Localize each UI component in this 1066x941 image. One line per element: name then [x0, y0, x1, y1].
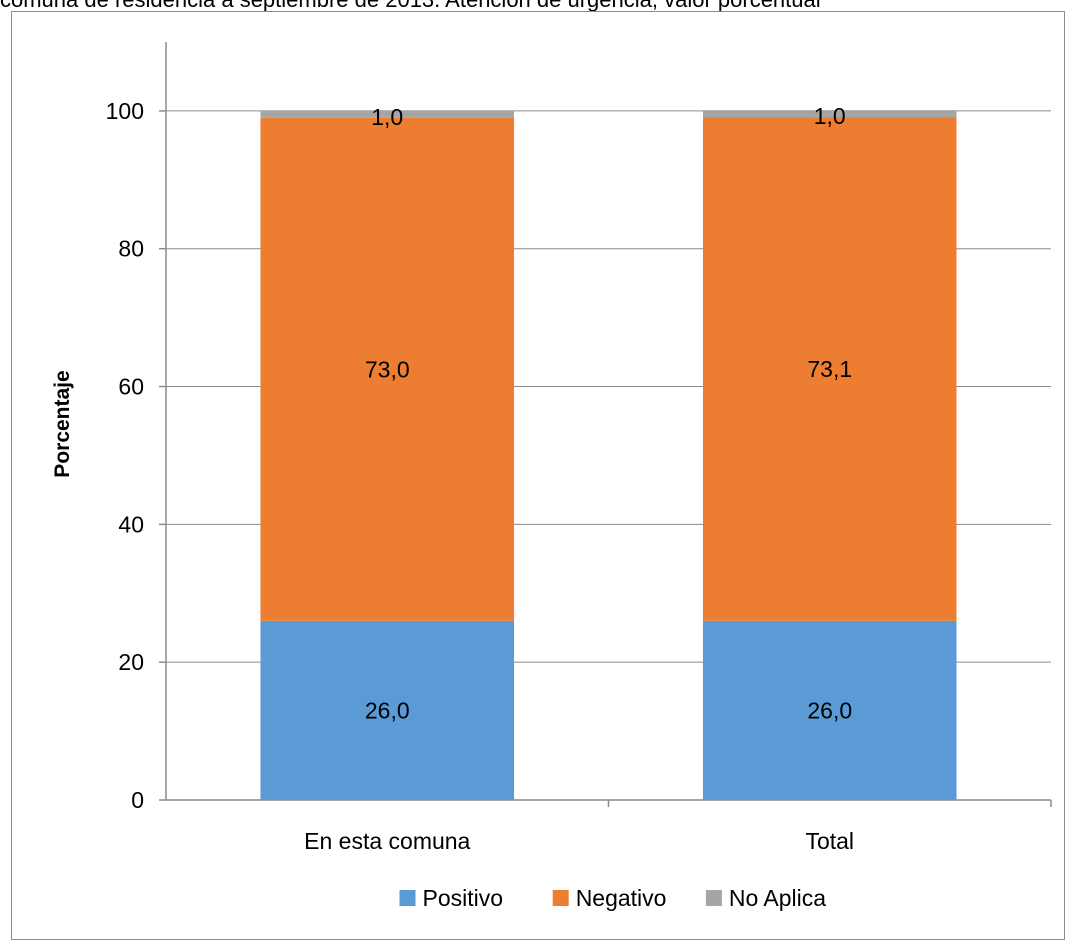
bar-no-aplica — [260, 110, 515, 118]
data-label: 1,0 — [814, 103, 846, 129]
bars — [260, 110, 957, 800]
legend-label: No Aplica — [729, 885, 826, 911]
legend: Positivo Negativo No Aplica — [399, 885, 826, 911]
y-tick-label: 100 — [106, 98, 144, 124]
y-tick-label: 60 — [118, 374, 144, 400]
legend-label: Positivo — [423, 885, 504, 911]
x-category-label: En esta comuna — [304, 828, 470, 854]
bar-no-aplica — [702, 110, 957, 118]
y-tick-label: 0 — [131, 787, 144, 813]
y-tick-label: 20 — [118, 649, 144, 675]
data-label: 73,0 — [365, 356, 410, 382]
legend-swatch — [705, 890, 722, 906]
legend-swatch — [399, 890, 416, 906]
data-label: 26,0 — [807, 697, 852, 723]
legend-label: Negativo — [576, 885, 667, 911]
data-label: 73,1 — [807, 356, 852, 382]
bar-positivo — [260, 620, 515, 800]
y-tick-labels: 0 20 40 60 80 100 — [106, 98, 144, 813]
y-tick-label: 80 — [118, 236, 144, 262]
data-label: 26,0 — [365, 697, 410, 723]
legend-swatch — [552, 890, 569, 906]
chart-caption: comuna de residencia a septiembre de 201… — [0, 0, 1066, 13]
bar-negativo — [702, 117, 957, 621]
data-labels: 26,0 73,0 1,0 26,0 73,1 1,0 — [365, 103, 852, 723]
data-label: 1,0 — [371, 104, 403, 130]
x-category-label: Total — [805, 828, 854, 854]
chart-frame — [11, 11, 1065, 940]
bar-negativo — [260, 117, 515, 621]
y-tick-label: 40 — [118, 511, 144, 537]
x-category-labels: En esta comuna Total — [304, 800, 1052, 854]
bar-positivo — [702, 620, 957, 800]
y-axis-title: Porcentaje — [51, 370, 74, 477]
